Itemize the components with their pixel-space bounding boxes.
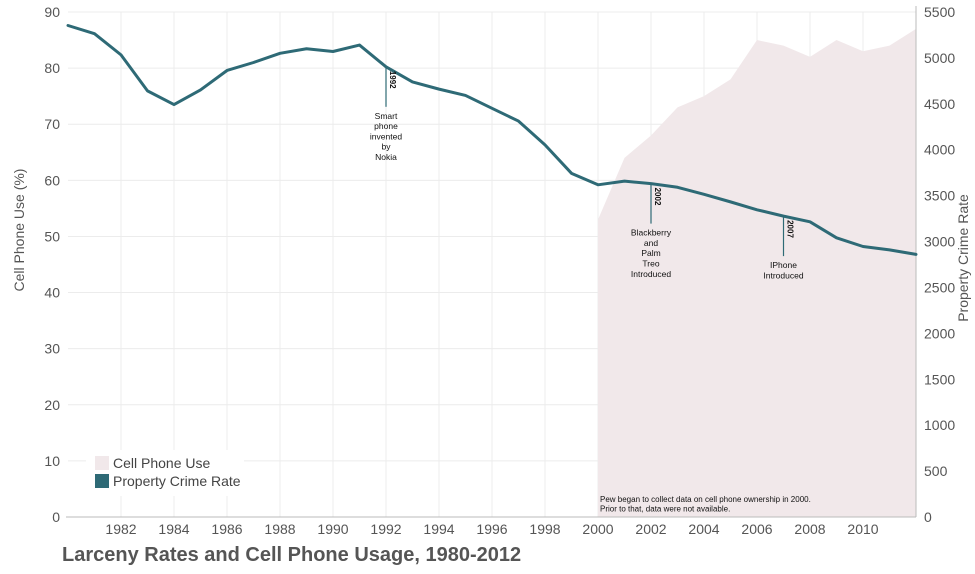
y-left-axis-title: Cell Phone Use (%) xyxy=(11,169,27,292)
y-right-tick-label: 500 xyxy=(924,463,948,479)
y-left-tick-label: 10 xyxy=(44,453,60,469)
annotation-text-1992: by xyxy=(382,142,392,152)
y-left-tick-label: 40 xyxy=(44,285,60,301)
x-tick-label: 1994 xyxy=(423,521,454,537)
x-tick-label: 1992 xyxy=(370,521,401,537)
y-left-tick-label: 60 xyxy=(44,172,60,188)
y-right-tick-label: 4500 xyxy=(924,96,955,112)
annotation-year-2002: 2002 xyxy=(653,188,662,206)
y-right-tick-label: 2500 xyxy=(924,279,955,295)
legend-swatch-property-crime-rate xyxy=(95,474,109,488)
pew-note-line: Prior to that, data were not available. xyxy=(600,505,730,514)
y-right-tick-label: 1000 xyxy=(924,417,955,433)
annotation-year-1992: 1992 xyxy=(388,71,397,89)
x-tick-label: 1990 xyxy=(317,521,348,537)
legend-label-property-crime-rate: Property Crime Rate xyxy=(113,473,241,489)
annotation-text-1992: invented xyxy=(370,131,402,141)
legend-swatch-cell-phone-use xyxy=(95,456,109,470)
annotation-text-2002: Introduced xyxy=(631,269,671,279)
annotation-text-2007: IPhone xyxy=(770,260,797,270)
x-tick-label: 2008 xyxy=(794,521,825,537)
pew-note-line: Pew began to collect data on cell phone … xyxy=(600,495,811,504)
y-right-tick-label: 1500 xyxy=(924,371,955,387)
y-left-tick-label: 20 xyxy=(44,397,60,413)
cell-phone-use-area xyxy=(598,28,916,517)
x-tick-label: 2002 xyxy=(635,521,666,537)
x-tick-label: 1998 xyxy=(529,521,560,537)
y-right-axis-title: Property Crime Rate xyxy=(955,194,971,322)
property-crime-rate-line xyxy=(66,23,918,256)
x-tick-label: 2004 xyxy=(688,521,719,537)
y-left-tick-label: 80 xyxy=(44,60,60,76)
x-tick-label: 1996 xyxy=(476,521,507,537)
x-tick-label: 2006 xyxy=(741,521,772,537)
legend-background xyxy=(86,450,244,496)
annotation-text-2007: Introduced xyxy=(763,270,803,280)
annotation-text-2002: Blackberry xyxy=(631,228,672,238)
y-left-tick-label: 70 xyxy=(44,116,60,132)
x-tick-label: 1986 xyxy=(211,521,242,537)
annotation-text-2002: and xyxy=(644,238,658,248)
annotation-text-1992: Smart xyxy=(375,111,398,121)
legend-label-cell-phone-use: Cell Phone Use xyxy=(113,455,210,471)
x-tick-label: 2010 xyxy=(847,521,878,537)
y-right-tick-label: 3000 xyxy=(924,234,955,250)
annotation-text-1992: phone xyxy=(374,121,398,131)
y-right-tick-label: 2000 xyxy=(924,325,955,341)
x-tick-label: 2000 xyxy=(582,521,613,537)
x-tick-label: 1982 xyxy=(105,521,136,537)
y-right-tick-label: 5000 xyxy=(924,50,955,66)
y-left-tick-label: 90 xyxy=(44,4,60,20)
y-right-tick-label: 3500 xyxy=(924,188,955,204)
x-tick-label: 1984 xyxy=(158,521,189,537)
annotation-text-1992: Nokia xyxy=(375,152,397,162)
y-right-tick-label: 0 xyxy=(924,509,932,525)
y-left-tick-label: 50 xyxy=(44,228,60,244)
annotation-year-2007: 2007 xyxy=(786,220,795,238)
y-right-tick-label: 4000 xyxy=(924,142,955,158)
annotation-text-2002: Palm xyxy=(641,248,660,258)
annotation-text-2002: Treo xyxy=(642,259,659,269)
x-tick-label: 1988 xyxy=(264,521,295,537)
y-left-tick-label: 0 xyxy=(52,509,60,525)
chart-title: Larceny Rates and Cell Phone Usage, 1980… xyxy=(62,544,522,566)
y-right-tick-label: 5500 xyxy=(924,4,955,20)
y-left-tick-label: 30 xyxy=(44,341,60,357)
